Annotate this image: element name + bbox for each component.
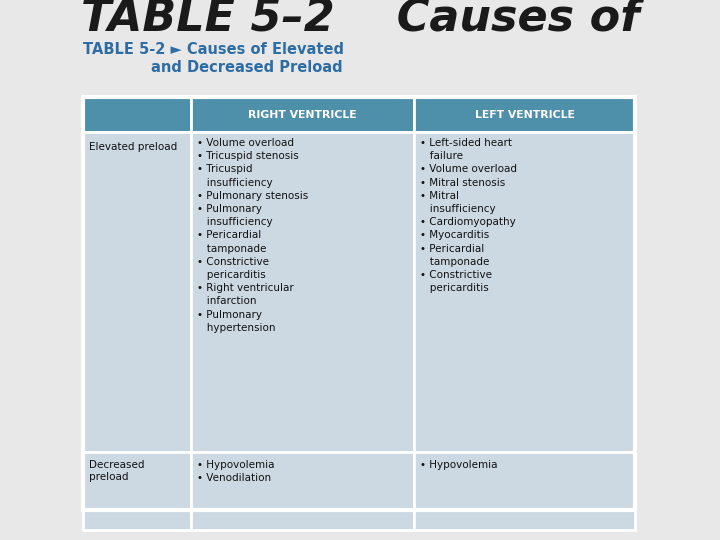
Text: RIGHT VENTRICLE: RIGHT VENTRICLE <box>248 110 356 119</box>
Text: LEFT VENTRICLE: LEFT VENTRICLE <box>474 110 575 119</box>
Text: Decreased
preload: Decreased preload <box>89 460 145 482</box>
Text: • Volume overload
• Tricuspid stenosis
• Tricuspid
   insufficiency
• Pulmonary : • Volume overload • Tricuspid stenosis •… <box>197 138 308 333</box>
Bar <box>414 452 635 530</box>
Bar <box>83 132 191 452</box>
Text: TABLE 5-2 ► Causes of Elevated: TABLE 5-2 ► Causes of Elevated <box>83 43 344 57</box>
Bar <box>191 97 414 132</box>
Bar <box>83 97 191 132</box>
Bar <box>414 132 635 452</box>
Bar <box>191 452 414 530</box>
Text: TABLE 5–2    Causes of: TABLE 5–2 Causes of <box>81 0 639 39</box>
Text: Elevated preload: Elevated preload <box>89 142 177 152</box>
Text: • Hypovolemia
• Venodilation: • Hypovolemia • Venodilation <box>197 460 274 483</box>
Text: and Decreased Preload: and Decreased Preload <box>151 60 343 76</box>
Text: • Hypovolemia: • Hypovolemia <box>420 460 498 470</box>
Bar <box>83 97 635 510</box>
Bar <box>414 97 635 132</box>
Text: • Left-sided heart
   failure
• Volume overload
• Mitral stenosis
• Mitral
   in: • Left-sided heart failure • Volume over… <box>420 138 517 293</box>
Bar <box>191 132 414 452</box>
Bar <box>83 452 191 530</box>
